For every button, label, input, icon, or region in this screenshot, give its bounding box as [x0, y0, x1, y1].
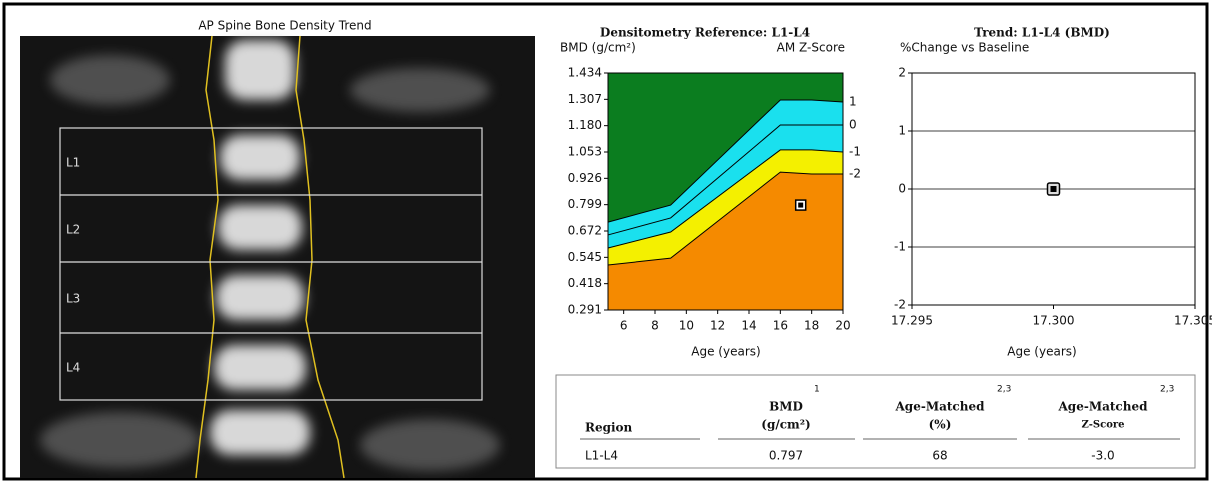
table-unit: (%) — [929, 418, 952, 432]
x-tick-label: 10 — [679, 319, 694, 333]
y-axis-label: %Change vs Baseline — [900, 41, 1029, 55]
table-header: BMD — [769, 400, 803, 414]
y-tick-label: 1.053 — [568, 145, 602, 159]
report: AP Spine Bone Density Trend L1 L2 L3 L4 … — [0, 0, 1212, 483]
x-tick-label: 6 — [620, 319, 628, 333]
z-score-label: 1 — [849, 95, 857, 109]
point-dot — [1051, 186, 1057, 192]
table-header: Age-Matched — [1058, 400, 1149, 414]
y-tick-label: 1.180 — [568, 118, 602, 132]
x-tick-label: 17.300 — [1033, 314, 1075, 328]
table-header: Region — [585, 421, 633, 435]
x-tick-label: 18 — [804, 319, 819, 333]
table-cell: 0.797 — [769, 449, 803, 463]
y-tick-label: 0.545 — [568, 250, 602, 264]
x-tick-label: 17.305 — [1174, 314, 1212, 328]
y-tick-label: 0.672 — [568, 224, 602, 238]
x-tick-label: 16 — [773, 319, 788, 333]
y-tick-label: 0.799 — [568, 197, 602, 211]
table-cell: -3.0 — [1091, 449, 1114, 463]
image-title: AP Spine Bone Density Trend — [198, 19, 371, 33]
x-tick-label: 20 — [835, 319, 850, 333]
y-tick-label: 1.434 — [568, 66, 602, 80]
y-tick-label: -2 — [894, 298, 906, 312]
x-axis-label: Age (years) — [1007, 345, 1076, 359]
patient-marker-dot — [798, 203, 803, 208]
table-cell: L1-L4 — [585, 449, 618, 463]
y-tick-label: 0 — [898, 182, 906, 196]
x-axis-label: Age (years) — [691, 345, 760, 359]
y2-axis-label: AM Z-Score — [777, 41, 845, 55]
x-tick-label: 8 — [651, 319, 659, 333]
z-score-label: -2 — [849, 166, 861, 180]
y-tick-label: 0.291 — [568, 303, 602, 317]
region-label: L4 — [66, 361, 80, 375]
y-tick-label: 0.418 — [568, 276, 602, 290]
table-unit: (g/cm²) — [761, 418, 810, 432]
region-label: L3 — [66, 292, 80, 306]
y-tick-label: 1 — [898, 124, 906, 138]
scan-image — [20, 36, 535, 478]
z-score-label: -1 — [849, 145, 861, 159]
table-note: 2,3 — [997, 385, 1011, 395]
table-note: 2,3 — [1160, 385, 1174, 395]
y-tick-label: -1 — [894, 240, 906, 254]
z-score-label: 0 — [849, 118, 857, 132]
y-tick-label: 1.307 — [568, 92, 602, 106]
y-axis-label: BMD (g/cm²) — [560, 41, 636, 55]
region-label: L1 — [66, 156, 80, 170]
x-tick-label: 14 — [741, 319, 756, 333]
table-cell: 68 — [932, 449, 947, 463]
y-tick-label: 2 — [898, 66, 906, 80]
y-tick-label: 0.926 — [568, 171, 602, 185]
table-note: 1 — [814, 385, 820, 395]
region-label: L2 — [66, 223, 80, 237]
x-tick-label: 17.295 — [891, 314, 933, 328]
chart-title: Densitometry Reference: L1-L4 — [600, 26, 810, 40]
table-header: Age-Matched — [895, 400, 986, 414]
x-tick-label: 12 — [710, 319, 725, 333]
chart-title: Trend: L1-L4 (BMD) — [974, 26, 1110, 40]
table-unit: Z-Score — [1081, 420, 1124, 431]
